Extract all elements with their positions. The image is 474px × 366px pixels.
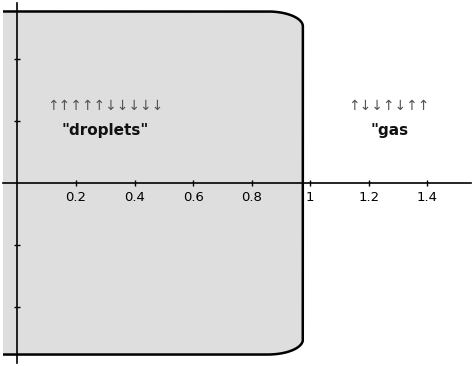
Polygon shape <box>0 11 303 355</box>
Text: ↑↓↓↑↓↑↑: ↑↓↓↑↓↑↑ <box>348 99 430 113</box>
Text: "droplets": "droplets" <box>62 123 149 138</box>
Text: ↑↑↑↑↑↓↓↓↓↓: ↑↑↑↑↑↓↓↓↓↓ <box>47 99 164 113</box>
Text: "gas: "gas <box>370 123 408 138</box>
